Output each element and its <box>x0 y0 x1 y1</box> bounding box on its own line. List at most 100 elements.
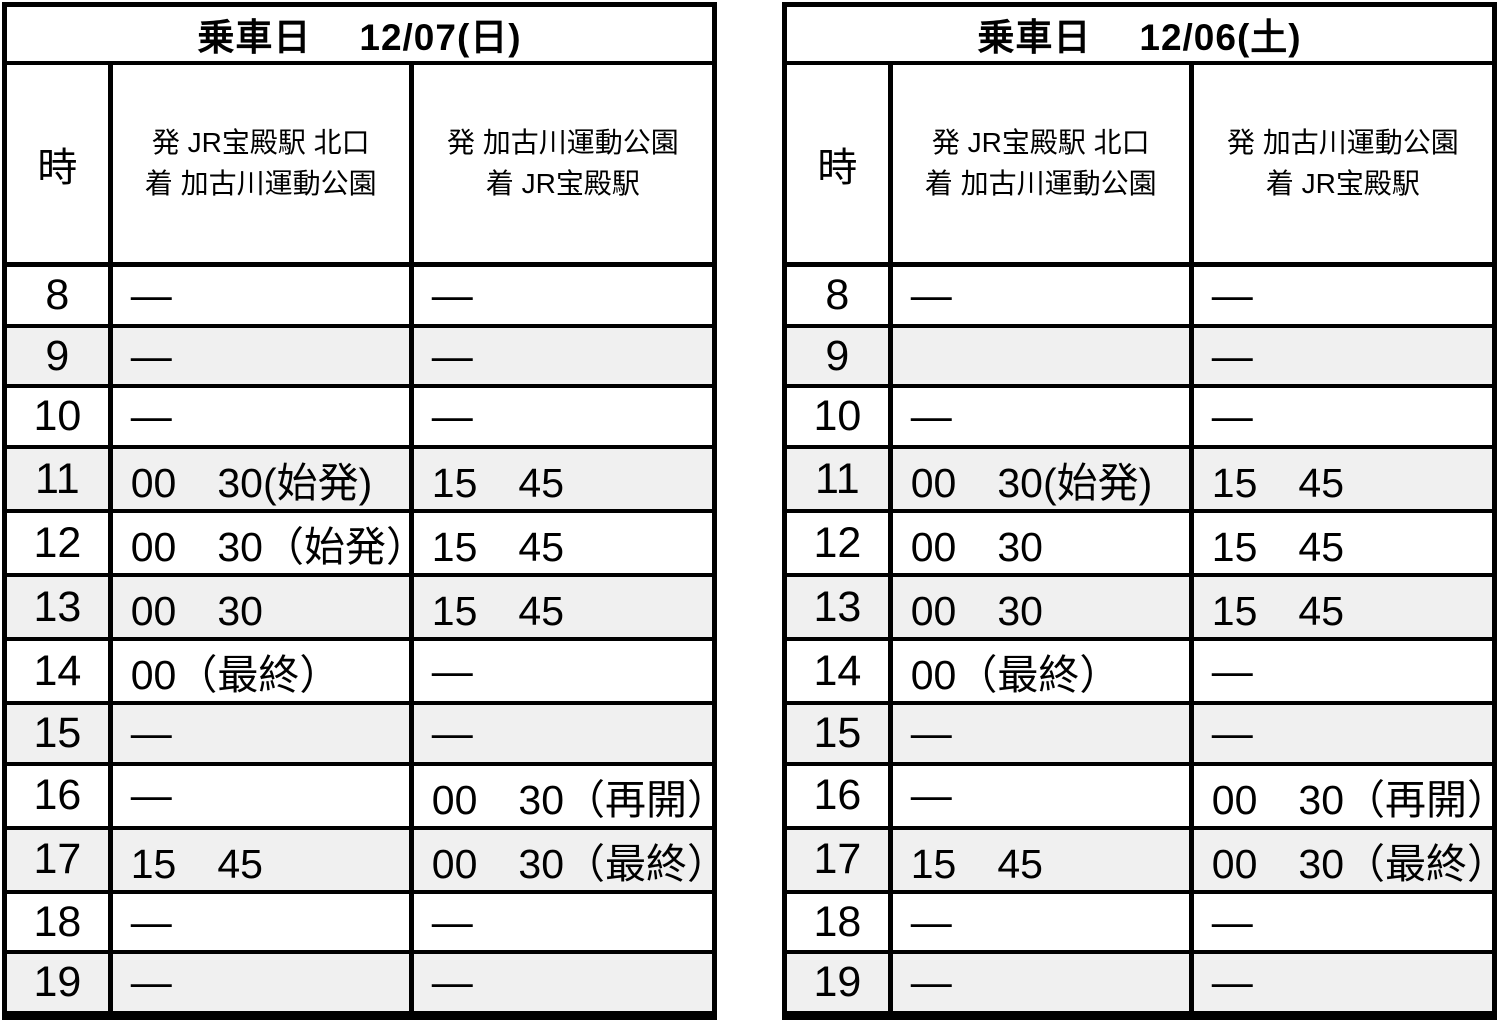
departure-times-cell: 00 30 <box>113 577 414 638</box>
table-row-hour-11: 11 00 30(始発) 15 45 <box>787 445 1492 510</box>
arrival-times-cell: 00 30（最終） <box>1211 840 1492 887</box>
hour-cell: 17 <box>787 829 893 890</box>
hour-cell: 8 <box>7 267 113 324</box>
hour-cell: 14 <box>787 641 893 702</box>
arrival-times-cell: 15 45 <box>431 588 564 635</box>
hour-cell: 12 <box>7 513 113 574</box>
table-row-hour-14: 14 00（最終） — <box>7 637 712 702</box>
hour-column-header: 時 <box>7 65 113 262</box>
hour-cell: 13 <box>787 577 893 638</box>
arrival-column-header: 発 加古川運動公園 着 JR宝殿駅 <box>1194 65 1492 262</box>
departure-header-line2: 着 加古川運動公園 <box>924 167 1157 199</box>
arrival-times-cell: — <box>431 898 473 945</box>
arrival-times-cell: — <box>1211 898 1253 945</box>
departure-times-cell <box>893 327 1194 385</box>
arrival-times-cell: 15 45 <box>431 524 564 571</box>
arrival-times-cell: — <box>1211 709 1253 756</box>
departure-column-header: 発 JR宝殿駅 北口 着 加古川運動公園 <box>113 65 414 262</box>
hour-cell: 12 <box>787 513 893 574</box>
departure-times-cell: — <box>113 327 414 385</box>
table-row-hour-18: 18 — — <box>787 889 1492 951</box>
departure-times-cell: — <box>893 893 1194 951</box>
arrival-times-cell: — <box>1211 271 1253 318</box>
hour-cell: 14 <box>7 641 113 702</box>
departure-times-cell: 00 30 <box>893 513 1194 574</box>
hour-cell: 16 <box>7 765 113 826</box>
boarding-date-value: 12/07(日) <box>359 17 522 58</box>
hour-cell: 10 <box>7 388 113 446</box>
boarding-date-label: 乗車日 <box>977 17 1092 58</box>
table-row-hour-15: 15 — — <box>787 701 1492 762</box>
arrival-times-cell: — <box>431 271 473 318</box>
table-row-hour-8: 8 — — <box>7 267 712 324</box>
boarding-date-value: 12/06(土) <box>1139 17 1302 58</box>
hour-cell: 13 <box>7 577 113 638</box>
departure-times-cell: — <box>893 954 1194 1012</box>
arrival-times-cell: — <box>431 709 473 756</box>
boarding-date-label: 乗車日 <box>197 17 312 58</box>
table-row-hour-12: 12 00 30 15 45 <box>787 509 1492 574</box>
hour-cell: 16 <box>787 765 893 826</box>
hour-cell: 10 <box>787 388 893 446</box>
departure-times-cell: — <box>113 388 414 446</box>
arrival-times-cell: 00 30（再開） <box>431 776 712 823</box>
departure-times-cell: — <box>113 705 414 762</box>
hour-cell: 15 <box>787 705 893 762</box>
hour-column-header: 時 <box>787 65 893 262</box>
departure-times-cell: 15 45 <box>893 829 1194 890</box>
hour-cell: 18 <box>787 893 893 951</box>
hour-cell: 19 <box>787 954 893 1012</box>
table-row-hour-19: 19 — — <box>7 950 712 1012</box>
departure-times-cell: — <box>113 893 414 951</box>
departure-header-line2: 着 加古川運動公園 <box>144 167 377 199</box>
departure-times-cell: 00 30(始発) <box>113 449 414 510</box>
departure-times-cell: — <box>113 954 414 1012</box>
arrival-header-line2: 着 JR宝殿駅 <box>1265 167 1420 199</box>
arrival-times-cell: — <box>1211 647 1253 694</box>
table-row-hour-16: 16 — 00 30（再開） <box>787 761 1492 826</box>
arrival-header-line2: 着 JR宝殿駅 <box>485 167 640 199</box>
arrival-times-cell: 15 45 <box>1211 524 1344 571</box>
hour-cell: 8 <box>787 267 893 324</box>
arrival-times-cell: 00 30（再開） <box>1211 776 1492 823</box>
hour-cell: 9 <box>7 327 113 385</box>
departure-times-cell: — <box>893 388 1194 446</box>
arrival-times-cell: — <box>431 393 473 440</box>
table-row-hour-15: 15 — — <box>7 701 712 762</box>
departure-times-cell: 00（最終） <box>113 641 414 702</box>
timetable-body: 8 — — 9 — — 10 — — 11 00 30(始発) 15 45 12… <box>7 267 712 1012</box>
table-row-hour-8: 8 — — <box>787 267 1492 324</box>
table-row-hour-9: 9 — <box>787 323 1492 385</box>
arrival-times-cell: 15 45 <box>1211 588 1344 635</box>
arrival-times-cell: 00 30（最終） <box>431 840 712 887</box>
table-row-hour-10: 10 — — <box>7 384 712 446</box>
table-row-hour-19: 19 — — <box>787 950 1492 1012</box>
timetable-saturday: 乗車日 12/06(土) 時 発 JR宝殿駅 北口 着 加古川運動公園 発 加古… <box>782 2 1497 1020</box>
hour-cell: 18 <box>7 893 113 951</box>
departure-times-cell: — <box>893 267 1194 324</box>
table-row-hour-9: 9 — — <box>7 323 712 385</box>
table-row-hour-16: 16 — 00 30（再開） <box>7 761 712 826</box>
departure-times-cell: — <box>893 705 1194 762</box>
column-header-row: 時 発 JR宝殿駅 北口 着 加古川運動公園 発 加古川運動公園 着 JR宝殿駅 <box>787 65 1492 267</box>
table-row-hour-13: 13 00 30 15 45 <box>787 573 1492 638</box>
departure-times-cell: 00 30（始発） <box>113 513 414 574</box>
arrival-column-header: 発 加古川運動公園 着 JR宝殿駅 <box>414 65 712 262</box>
departure-times-cell: 00 30 <box>893 577 1194 638</box>
departure-times-cell: — <box>893 765 1194 826</box>
hour-cell: 11 <box>7 449 113 510</box>
table-row-hour-14: 14 00（最終） — <box>787 637 1492 702</box>
table-row-hour-13: 13 00 30 15 45 <box>7 573 712 638</box>
arrival-times-cell: — <box>431 647 473 694</box>
departure-times-cell: — <box>113 267 414 324</box>
table-row-hour-10: 10 — — <box>787 384 1492 446</box>
timetable-sunday: 乗車日 12/07(日) 時 発 JR宝殿駅 北口 着 加古川運動公園 発 加古… <box>2 2 717 1020</box>
hour-cell: 11 <box>787 449 893 510</box>
departure-times-cell: 00 30(始発) <box>893 449 1194 510</box>
departure-times-cell: — <box>113 765 414 826</box>
table-row-hour-12: 12 00 30（始発） 15 45 <box>7 509 712 574</box>
timetable-body: 8 — — 9 — 10 — — 11 00 30(始発) 15 45 12 0… <box>787 267 1492 1012</box>
departure-times-cell: 00（最終） <box>893 641 1194 702</box>
arrival-times-cell: — <box>1211 959 1253 1006</box>
arrival-times-cell: — <box>1211 393 1253 440</box>
